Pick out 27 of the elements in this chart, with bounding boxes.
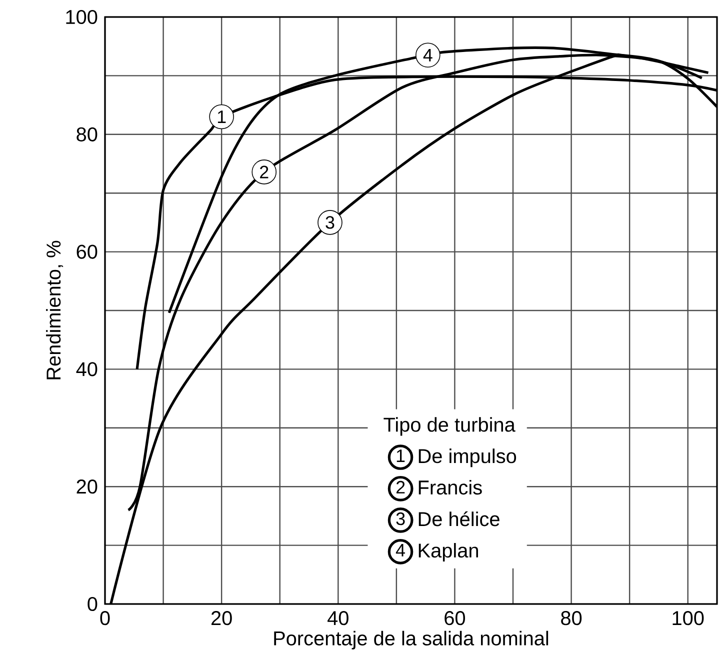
y-tick-label: 40 bbox=[76, 362, 98, 376]
x-tick-label: 40 bbox=[328, 611, 348, 626]
x-tick-label: 80 bbox=[561, 611, 582, 626]
y-tick-label: 60 bbox=[76, 244, 98, 259]
text: 2 bbox=[396, 480, 405, 494]
annotation: 2 bbox=[260, 166, 268, 178]
y-tick-label: 20 bbox=[76, 480, 98, 494]
y-tick-label: 100 bbox=[66, 10, 98, 24]
y-axis-title: Rendimiento, % bbox=[46, 240, 64, 380]
legend-label: Francis bbox=[418, 480, 482, 495]
legend-label: Kaplan bbox=[418, 542, 478, 562]
text: 1 bbox=[396, 450, 405, 462]
annotation: 4 bbox=[423, 48, 432, 62]
legend-label: De impulso bbox=[418, 448, 516, 468]
legend-label: De hélice bbox=[418, 511, 500, 526]
x-tick-label: 0 bbox=[100, 611, 110, 626]
annotation: 1 bbox=[218, 110, 226, 123]
legend-title: Tipo de turbina bbox=[384, 417, 516, 436]
y-tick-label: 0 bbox=[88, 596, 98, 612]
text: 3 bbox=[396, 512, 405, 526]
text: 4 bbox=[396, 544, 405, 556]
annotation: 3 bbox=[326, 216, 334, 229]
x-tick-label: 60 bbox=[444, 611, 466, 626]
x-tick-label: 20 bbox=[211, 611, 232, 626]
y-tick-label: 80 bbox=[76, 127, 98, 142]
x-axis-title: Porcentaje de la salida nominal bbox=[274, 630, 548, 650]
x-tick-label: 100 bbox=[672, 611, 704, 626]
